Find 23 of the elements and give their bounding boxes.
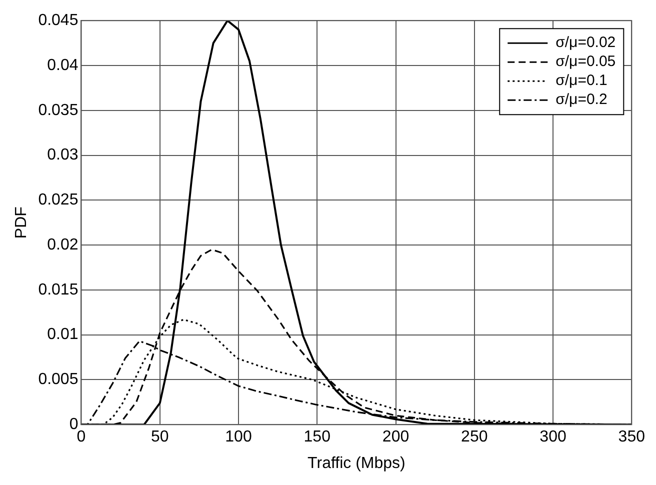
x-tick-label: 300 <box>540 428 566 446</box>
x-tick-label: 250 <box>461 428 488 446</box>
legend-label: σ/μ=0.02 <box>556 34 616 52</box>
y-tick-label: 0.005 <box>38 371 78 388</box>
x-tick-label: 50 <box>150 428 169 446</box>
y-tick-label: 0.045 <box>38 12 78 30</box>
y-axis-title: PDF <box>13 206 30 239</box>
y-tick-label: 0 <box>69 416 78 434</box>
y-tick-label: 0.03 <box>47 146 78 164</box>
x-axis-title: Traffic (Mbps) <box>308 454 406 472</box>
x-tick-label: 350 <box>618 428 646 446</box>
legend-label: σ/μ=0.2 <box>556 91 608 108</box>
x-tick-label: 150 <box>304 428 331 446</box>
x-tick-label: 200 <box>382 428 410 446</box>
y-tick-label: 0.01 <box>47 326 78 344</box>
y-tick-label: 0.025 <box>38 192 78 209</box>
y-tick-label: 0.04 <box>47 56 78 74</box>
legend-label: σ/μ=0.05 <box>556 53 616 70</box>
y-tick-label: 0.015 <box>38 281 78 298</box>
y-tick-label: 0.035 <box>38 102 78 119</box>
legend-label: σ/μ=0.1 <box>556 72 608 90</box>
y-tick-label: 0.02 <box>47 236 78 254</box>
x-tick-label: 100 <box>225 428 252 446</box>
